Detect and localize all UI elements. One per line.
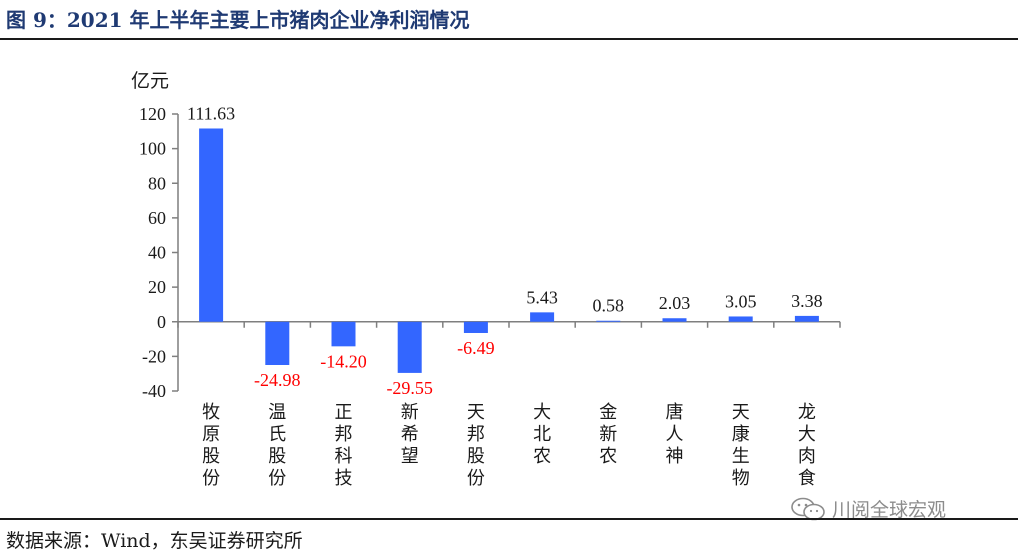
data-value-label: 3.38 [791, 291, 823, 311]
y-tick-label: 0 [157, 312, 166, 332]
data-value-label: -14.20 [320, 351, 367, 371]
data-value-label: 3.05 [725, 291, 757, 311]
bar [530, 312, 555, 322]
bar [265, 321, 290, 365]
data-value-label: -29.55 [386, 378, 433, 398]
y-tick-label: 40 [148, 243, 166, 263]
bar [199, 128, 224, 322]
bar [728, 316, 753, 322]
bar [331, 321, 356, 347]
bar [662, 318, 687, 322]
category-label: 正邦科技 [335, 402, 353, 489]
source-divider [0, 518, 1018, 520]
source-note: 数据来源：Wind，东吴证券研究所 [6, 530, 303, 552]
category-label: 龙大肉食 [798, 402, 816, 489]
y-tick-label: -20 [142, 346, 166, 366]
category-label: 新希望 [401, 402, 419, 467]
category-label: 牧原股份 [202, 402, 220, 489]
category-label: 金新农 [599, 402, 617, 467]
data-value-label: 111.63 [187, 103, 235, 123]
bar [794, 315, 819, 322]
value-labels-group: 111.63 -24.98 -14.20 -29.55 -6.49 5.43 0.58 2.0… [187, 103, 823, 397]
category-label: 天康生物 [732, 402, 750, 489]
bars-group [199, 128, 819, 373]
category-labels-group: 牧原股份 温氏股份 正邦科技 新希望 天邦股份 大北农 金新农 唐人神 天康生物 龙大肉食 [202, 402, 816, 489]
bar-chart: 亿元 -40 -20 0 20 40 60 80 100 120 111.63 -24.98 -14… [131, 70, 841, 489]
data-value-label: 0.58 [593, 296, 625, 316]
figure-title: 图 9：2021 年上半年主要上市猪肉企业净利润情况 [6, 8, 470, 32]
data-value-label: -6.49 [457, 338, 495, 358]
y-tick-label: 20 [148, 277, 166, 297]
category-label: 温氏股份 [268, 402, 286, 489]
y-axis-unit-label: 亿元 [131, 70, 169, 92]
data-value-label: -24.98 [254, 370, 301, 390]
title-divider [0, 38, 1018, 40]
category-label: 唐人神 [666, 402, 684, 467]
bar [596, 320, 621, 322]
wechat-icon [791, 497, 825, 520]
category-label: 大北农 [533, 402, 551, 467]
y-tick-label: 120 [139, 104, 166, 124]
y-tick-label: 60 [148, 208, 166, 228]
x-axis-ticks [177, 321, 841, 328]
watermark-text: 川阅全球宏观 [832, 499, 947, 521]
y-tick-label: 100 [139, 139, 166, 159]
y-tick-label: -40 [142, 381, 166, 401]
category-label: 天邦股份 [467, 402, 485, 489]
bar [397, 321, 422, 373]
data-value-label: 2.03 [659, 293, 691, 313]
bar [463, 321, 488, 333]
y-tick-label: 80 [148, 173, 166, 193]
watermark: 川阅全球宏观 [790, 495, 946, 522]
data-value-label: 5.43 [526, 287, 558, 307]
y-axis-ticks: -40 -20 0 20 40 60 80 100 120 [139, 104, 178, 401]
